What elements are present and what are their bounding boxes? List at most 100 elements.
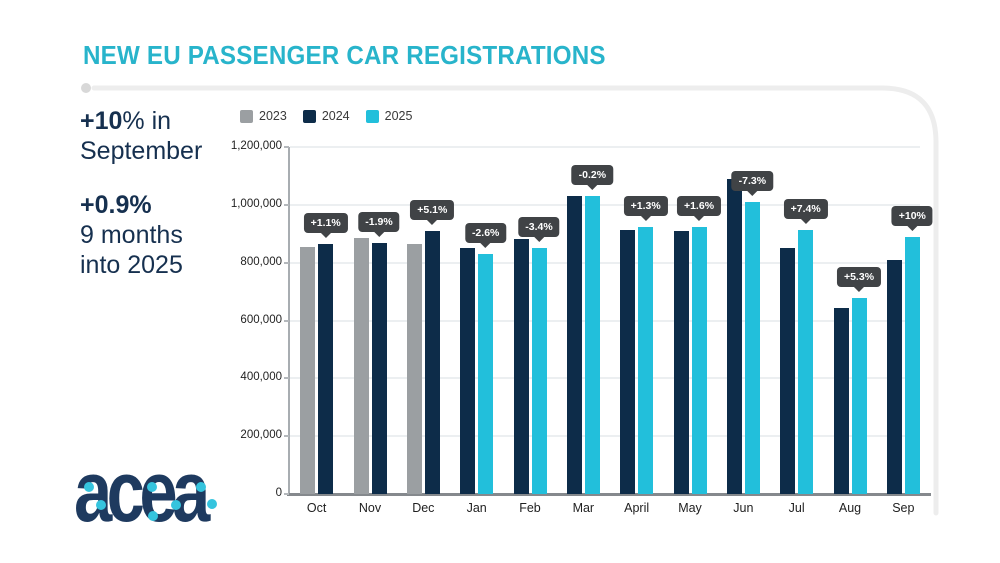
logo-dot: [207, 499, 217, 509]
bar-2024-jan: [460, 247, 476, 494]
pct-change-label-jan: -2.6%: [464, 222, 507, 248]
legend-swatch-2024: [302, 109, 316, 123]
chart-legend: 2023 2024 2025: [240, 109, 412, 123]
bar-2025-jun: [744, 201, 760, 494]
logo-dot: [148, 511, 158, 521]
bar-2025-feb: [531, 247, 547, 494]
legend-label-2024: 2024: [321, 109, 350, 123]
pct-change-label-april: +1.3%: [623, 195, 668, 221]
legend-item-2025: 2025: [365, 109, 413, 123]
logo-dot: [171, 500, 181, 510]
x-axis-label-may: May: [678, 501, 702, 515]
y-axis-label: 200,000: [240, 429, 282, 442]
gridline-400,000: [290, 377, 920, 380]
frame-start-dot: [81, 83, 91, 93]
pct-change-label-jun: -7.3%: [731, 170, 774, 196]
y-axis-line: [288, 147, 290, 495]
legend-item-2024: 2024: [302, 109, 350, 123]
stat-september-line2: September: [80, 137, 203, 165]
y-axis-label: 400,000: [240, 371, 282, 384]
x-axis-label-feb: Feb: [519, 501, 541, 515]
bar-2025-may: [691, 226, 707, 494]
bar-2024-may: [673, 230, 689, 494]
acea-logo: acea: [74, 442, 254, 547]
pct-change-label-oct: +1.1%: [303, 213, 348, 239]
bar-2024-jun: [726, 178, 742, 494]
pct-change-label-sep: +10%: [891, 205, 933, 231]
acea-logo-text: acea: [74, 444, 210, 540]
bar-2024-mar: [566, 195, 582, 494]
y-axis-tick: [284, 435, 289, 438]
bar-2024-sep: [886, 260, 902, 494]
x-axis-label-jun: Jun: [733, 501, 754, 515]
gridline-800,000: [290, 261, 920, 264]
y-axis-tick: [284, 261, 289, 264]
bar-2024-dec: [424, 230, 440, 494]
y-axis-label: 1,200,000: [230, 140, 282, 152]
y-axis-label: 600,000: [240, 313, 282, 326]
y-axis-tick: [284, 203, 289, 206]
gridline-1,000,000: [290, 203, 920, 206]
x-axis-label-sep: Sep: [892, 501, 915, 515]
bar-2025-april: [638, 226, 654, 494]
legend-label-2023: 2023: [259, 109, 287, 123]
x-axis-label-jul: Jul: [788, 501, 805, 515]
logo-dot: [96, 500, 106, 510]
logo-dot: [196, 482, 206, 492]
x-axis-baseline: [287, 493, 931, 496]
page-title: NEW EU PASSENGER CAR REGISTRATIONS: [83, 40, 606, 70]
legend-swatch-2023: [240, 109, 253, 123]
bar-2023-dec: [406, 243, 422, 494]
x-axis-label-dec: Dec: [412, 501, 435, 515]
stat-september-suffix: % in: [122, 107, 172, 135]
bar-2024-feb: [513, 239, 529, 494]
pct-change-label-feb: -3.4%: [518, 216, 560, 242]
gridline-600,000: [290, 319, 920, 322]
bar-2024-april: [620, 230, 636, 494]
y-axis-label: 1,000,000: [230, 197, 282, 210]
stat-ytd-line2: 9 months: [80, 221, 183, 249]
logo-dot: [147, 482, 157, 492]
bar-2025-aug: [851, 297, 867, 494]
pct-change-label-dec: +5.1%: [410, 199, 455, 225]
frame-line: [91, 85, 939, 516]
y-axis-label: 0: [275, 487, 282, 499]
bar-2025-mar: [584, 196, 600, 494]
x-axis-label-aug: Aug: [838, 501, 862, 515]
stat-ytd-line3: into 2025: [80, 251, 183, 279]
stat-ytd-value: +0.9%: [80, 191, 152, 219]
bar-2024-aug: [833, 307, 849, 494]
x-axis-label-nov: Nov: [358, 501, 382, 515]
bar-2024-jul: [780, 247, 796, 494]
pct-change-label-mar: -0.2%: [571, 165, 614, 191]
gridline-200,000: [290, 435, 920, 438]
bar-2023-oct: [300, 246, 316, 494]
logo-dot: [84, 482, 94, 492]
stat-september-line1: +10% in: [80, 106, 202, 136]
gridline-1,200,000: [290, 146, 920, 148]
pct-change-label-nov: -1.9%: [358, 211, 400, 237]
y-axis-tick: [284, 377, 289, 380]
bar-2024-oct: [318, 244, 334, 494]
pct-change-label-may: +1.6%: [676, 195, 722, 221]
bar-2024-nov: [371, 242, 387, 494]
stat-september-value: +10: [80, 107, 123, 135]
x-axis-label-oct: Oct: [306, 501, 327, 515]
y-axis-label: 800,000: [240, 255, 282, 268]
y-axis-tick: [284, 319, 289, 322]
highlight-stats: +10% in September +0.9% 9 months into 20…: [80, 106, 202, 280]
y-axis-tick: [284, 146, 289, 148]
x-axis-label-april: April: [624, 501, 650, 515]
legend-swatch-2025: [365, 109, 379, 123]
legend-label-2025: 2025: [384, 109, 413, 123]
y-axis-tick: [284, 493, 289, 495]
pct-change-label-jul: +7.4%: [783, 198, 828, 224]
x-axis-label-jan: Jan: [466, 501, 487, 515]
pct-change-label-aug: +5.3%: [836, 266, 882, 292]
x-axis-label-mar: Mar: [572, 501, 595, 515]
legend-item-2023: 2023: [240, 109, 287, 123]
bar-2025-jul: [798, 229, 814, 494]
